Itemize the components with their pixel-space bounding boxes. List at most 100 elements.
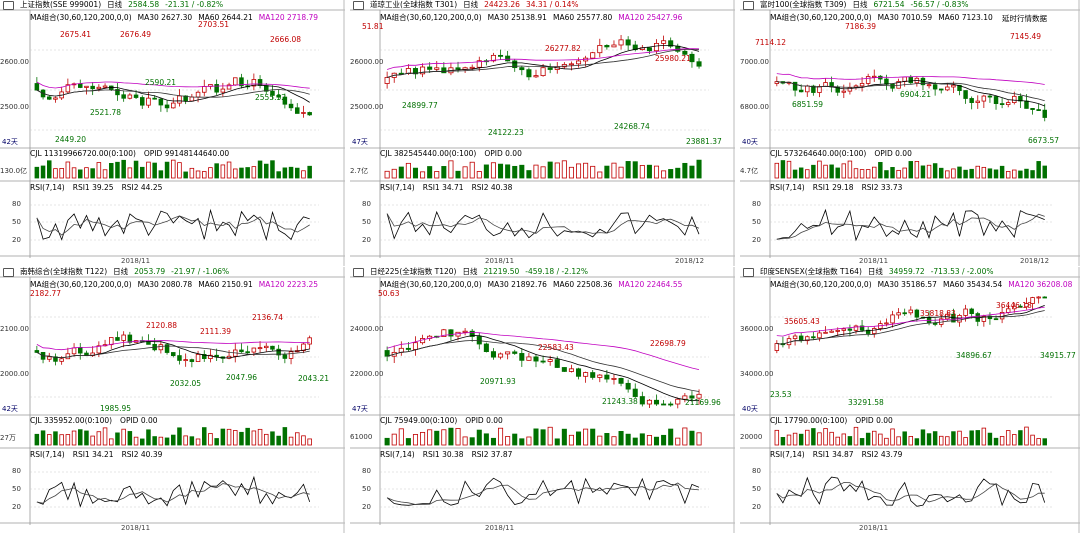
volume-bar	[1018, 430, 1023, 446]
volume-bar	[1018, 170, 1023, 179]
candle-body	[618, 377, 624, 384]
chart-pane[interactable]: 南韩综合(全球指数 T122) 日线 2053.79 -21.97 / -1.06% M…	[0, 267, 345, 533]
date-axis-label: 2018/11	[859, 257, 889, 265]
candle-body	[1024, 303, 1029, 308]
ma120-line	[386, 332, 700, 370]
index-name: 日经225(全球指数 T120)	[370, 267, 457, 276]
ma30-value: MA30 7010.59	[877, 13, 933, 22]
price-axis-tick: 25000.00	[350, 103, 384, 111]
volume-bar	[675, 437, 681, 446]
candle-body	[121, 94, 126, 99]
chart-canvas[interactable]	[740, 0, 1080, 266]
candle-body	[561, 367, 567, 372]
chart-titlebar[interactable]: 南韩综合(全球指数 T122) 日线 2053.79 -21.97 / -1.06%	[0, 267, 345, 277]
chart-canvas[interactable]	[0, 0, 345, 266]
ma-combo-label: MA组合(30,60,120,200,0,0)	[770, 13, 872, 22]
volume-bar	[115, 432, 120, 446]
chart-pane[interactable]: 道琼工业(全球指数 T301) 日线 24423.26 34.31 / 0.14% MA…	[350, 0, 735, 266]
volume-bar	[811, 428, 816, 446]
ma30-value: MA30 35186.57	[877, 280, 937, 289]
candle-body	[661, 40, 667, 44]
volume-bar	[398, 166, 404, 179]
high-price-label: 50.63	[378, 289, 400, 298]
chart-pane[interactable]: 印度SENSEX(全球指数 T164) 日线 34959.72 -713.53 / -…	[740, 267, 1080, 533]
period-label[interactable]: 日线	[463, 0, 479, 9]
period-label[interactable]: 日线	[113, 267, 129, 276]
volume-bar	[823, 428, 828, 446]
chart-pane[interactable]: 上证指数(SSE 999001) 日线 2584.58 -21.31 / -0.82%…	[0, 0, 345, 266]
rsi-axis-tick: 50	[12, 485, 21, 493]
candle-body	[865, 329, 871, 334]
volume-bar	[146, 429, 151, 446]
period-label[interactable]: 日线	[867, 267, 883, 276]
chart-titlebar[interactable]: 上证指数(SSE 999001) 日线 2584.58 -21.31 / -0.82%	[0, 0, 345, 10]
volume-bar	[391, 433, 397, 446]
chart-pane[interactable]: 日经225(全球指数 T120) 日线 21219.50 -459.18 / -2.1…	[350, 267, 735, 533]
candle-body	[59, 358, 64, 362]
volume-bar	[34, 433, 40, 446]
price-change: -713.53 / -2.00%	[930, 267, 994, 276]
candle-body	[263, 345, 269, 349]
candle-body	[170, 102, 176, 109]
candle-body	[490, 351, 496, 358]
chart-canvas[interactable]	[740, 267, 1080, 533]
volume-bar	[668, 169, 674, 179]
low-price-label: 6673.57	[1028, 136, 1060, 145]
volume-bar	[164, 437, 170, 446]
volume-bar	[282, 427, 288, 446]
chart-menu-icon[interactable]	[3, 267, 14, 277]
candle-body	[696, 393, 702, 399]
rsi1-line	[36, 475, 311, 508]
period-label[interactable]: 日线	[852, 0, 868, 9]
chart-menu-icon[interactable]	[743, 0, 754, 10]
chart-titlebar[interactable]: 印度SENSEX(全球指数 T164) 日线 34959.72 -713.53 / -…	[740, 267, 1080, 277]
volume-bar	[469, 161, 475, 179]
ma120-value: MA120 36208.08	[1008, 280, 1073, 289]
opid-value: OPID 0.00	[120, 416, 158, 425]
volume-bar	[780, 437, 786, 446]
chart-menu-icon[interactable]	[353, 0, 364, 10]
volume-bar	[890, 428, 895, 446]
volume-bar	[441, 429, 447, 446]
candle-body	[201, 354, 207, 359]
low-price-label: 23881.37	[686, 137, 722, 146]
period-label[interactable]: 日线	[107, 0, 123, 9]
volume-bar	[288, 166, 294, 179]
candle-body	[902, 76, 907, 82]
volume-bar	[975, 165, 980, 179]
volume-bar	[276, 435, 281, 446]
volume-bar	[109, 163, 114, 179]
chart-titlebar[interactable]: 道琼工业(全球指数 T301) 日线 24423.26 34.31 / 0.14%	[350, 0, 735, 10]
chart-titlebar[interactable]: 日经225(全球指数 T120) 日线 21219.50 -459.18 / -2.1…	[350, 267, 735, 277]
volume-bar	[583, 428, 589, 446]
candle-body	[251, 347, 257, 353]
high-price-label: 2676.49	[120, 30, 152, 39]
candle-body	[829, 330, 834, 333]
visible-days-count: 47天	[352, 138, 368, 146]
chart-pane[interactable]: 富时100(全球指数 T309) 日线 6721.54 -56.57 / -0.83%…	[740, 0, 1080, 266]
candle-body	[625, 39, 631, 46]
chart-titlebar[interactable]: 富时100(全球指数 T309) 日线 6721.54 -56.57 / -0.83%	[740, 0, 1080, 10]
chart-menu-icon[interactable]	[353, 267, 364, 277]
volume-axis-tick: 4.7亿	[740, 167, 759, 175]
chart-menu-icon[interactable]	[3, 0, 14, 10]
chart-canvas[interactable]	[350, 0, 735, 266]
candle-body	[476, 60, 482, 68]
volume-bar	[639, 433, 645, 446]
volume-bar	[661, 434, 667, 446]
rsi-axis-tick: 80	[752, 200, 761, 208]
price-axis-tick: 24000.00	[350, 325, 384, 333]
candle-body	[811, 85, 816, 93]
candle-body	[189, 359, 195, 362]
volume-bar	[133, 436, 139, 446]
candle-body	[127, 334, 133, 343]
volume-bar	[932, 431, 938, 446]
chart-canvas[interactable]	[0, 267, 345, 533]
volume-bar	[455, 428, 461, 446]
chart-menu-icon[interactable]	[743, 267, 754, 277]
volume-bar	[1030, 170, 1035, 179]
opid-value: OPID 99148144640.00	[143, 149, 230, 158]
date-axis-label: 2018/11	[121, 524, 151, 532]
period-label[interactable]: 日线	[462, 267, 478, 276]
chart-canvas[interactable]	[350, 267, 735, 533]
